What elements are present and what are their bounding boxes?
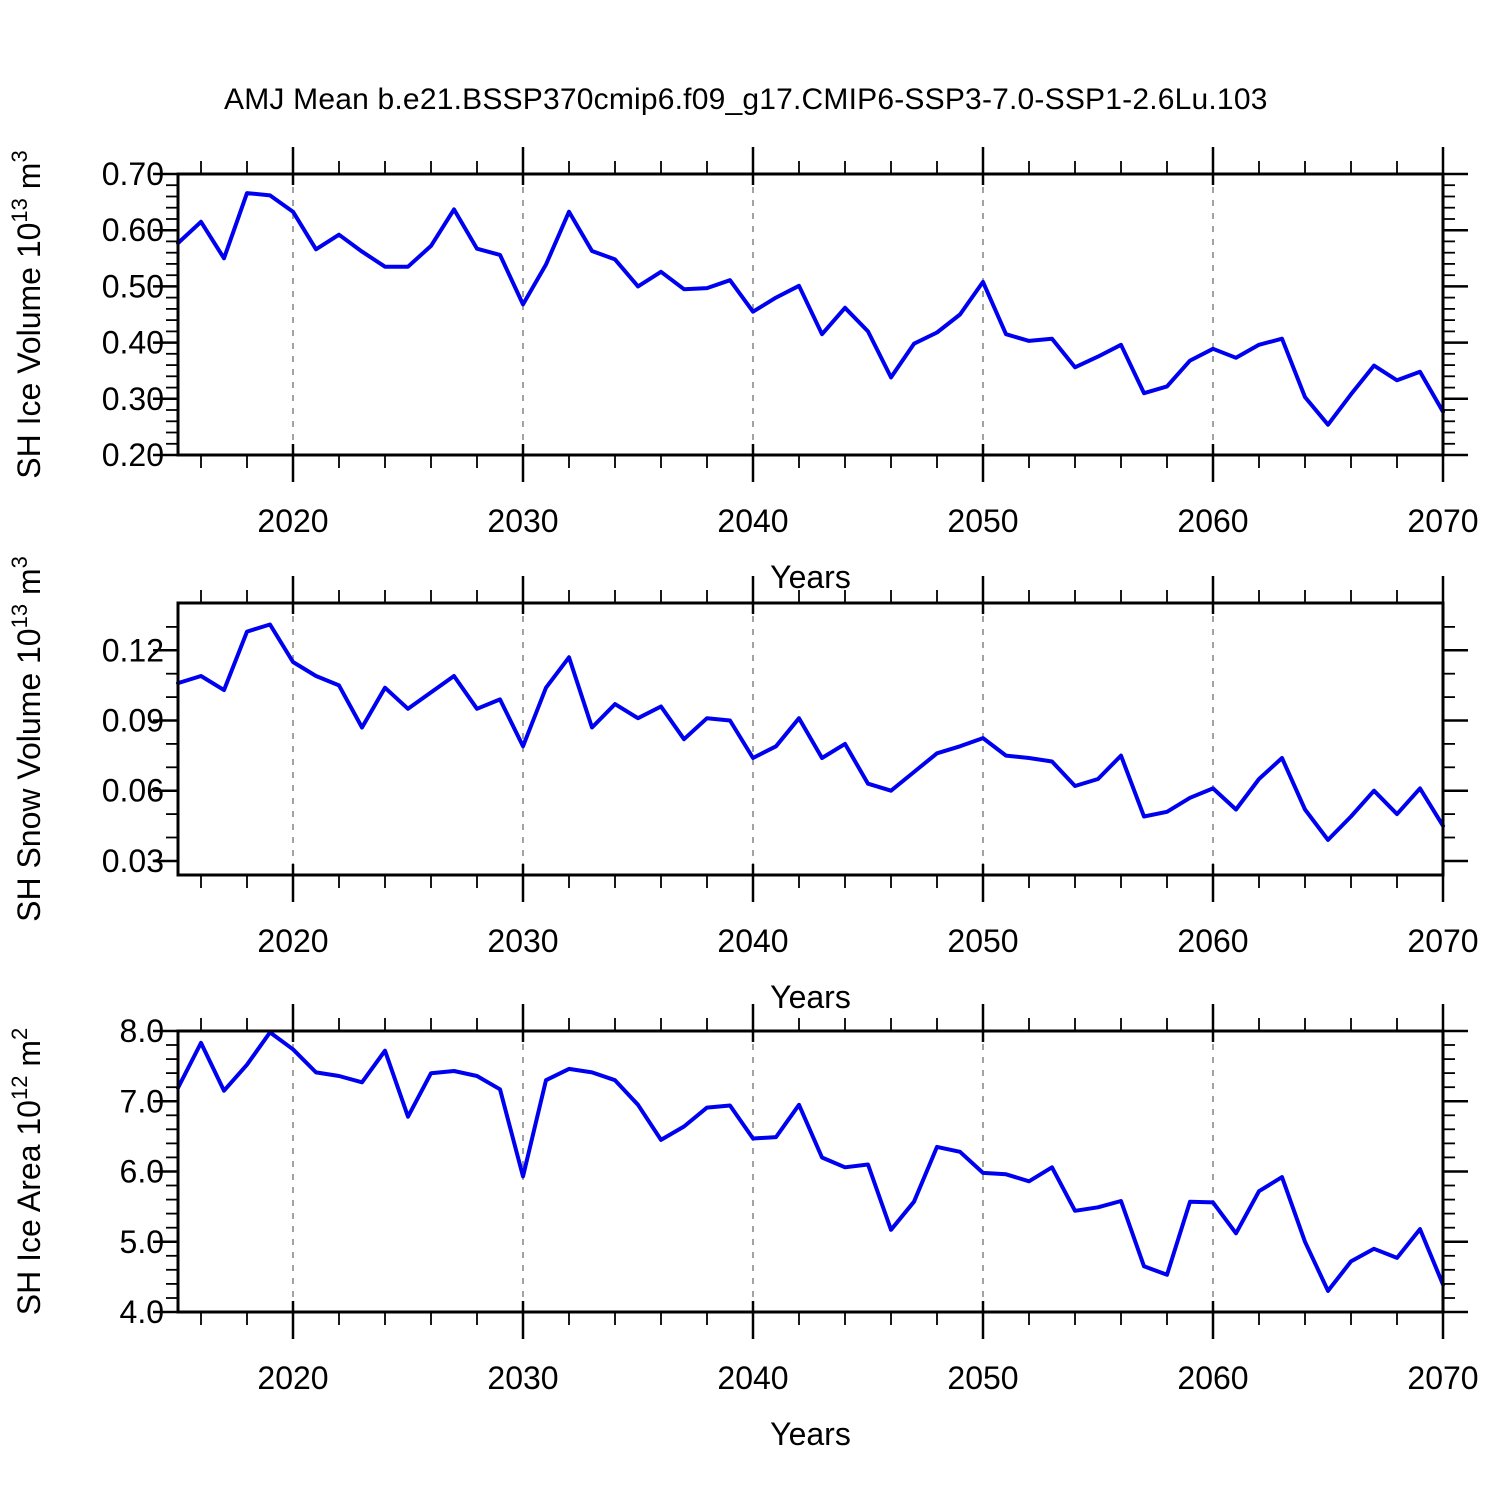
labels: 8.0 7.0 6.0 5.0 4.0 2020 2030 2040 2050 2060 2070 Y…: [7, 1013, 1479, 1452]
panel-sh-ice-area: 8.0 7.0 6.0 5.0 4.0 2020 2030 2040 2050 2060 2070 Y…: [7, 1004, 1479, 1452]
labels: 0.70 0.60 0.50 0.40 0.30 0.20 2020 2030 2040 2050…: [7, 150, 1479, 595]
y-tick-label: 0.12: [102, 632, 164, 668]
x-tick-label: 2050: [947, 503, 1018, 539]
y-tick-label: 0.30: [102, 381, 164, 417]
y-tick-label: 0.40: [102, 325, 164, 361]
y-tick-label: 4.0: [120, 1294, 164, 1330]
chart-title: AMJ Mean b.e21.BSSP370cmip6.f09_g17.CMIP…: [224, 83, 1268, 116]
x-tick-label: 2020: [257, 1360, 328, 1396]
x-tick-label: 2070: [1407, 1360, 1478, 1396]
y-tick-label: 0.09: [102, 703, 164, 739]
ticks: [153, 1004, 1468, 1339]
x-tick-label: 2040: [717, 503, 788, 539]
plot-frame: [176, 601, 1445, 877]
x-tick-label: 2020: [257, 923, 328, 959]
x-axis-title: Years: [770, 559, 851, 595]
x-tick-label: 2030: [487, 923, 558, 959]
y-tick-label: 0.03: [102, 843, 164, 879]
x-tick-label: 2030: [487, 503, 558, 539]
y-tick-label: 0.20: [102, 437, 164, 473]
x-tick-label: 2050: [947, 923, 1018, 959]
x-tick-label: 2020: [257, 503, 328, 539]
y-tick-label: 0.06: [102, 773, 164, 809]
y-tick-label: 5.0: [120, 1224, 164, 1260]
series-line-sh-ice-area: [176, 1030, 1445, 1293]
x-axis-title: Years: [770, 979, 851, 1015]
y-axis-title: SH Ice Volume 1013 m3: [7, 150, 47, 478]
y-tick-label: 0.70: [102, 156, 164, 192]
panel-sh-snow-volume: 0.12 0.09 0.06 0.03 2020 2030 2040 2050 2060 2070…: [7, 556, 1479, 1015]
y-axis-title: SH Ice Area 1012 m2: [7, 1028, 47, 1316]
plot-frame: [176, 172, 1445, 457]
x-tick-label: 2070: [1407, 923, 1478, 959]
series-line-sh-snow-volume: [176, 622, 1445, 842]
y-tick-label: 0.60: [102, 212, 164, 248]
x-tick-label: 2060: [1177, 1360, 1248, 1396]
x-tick-label: 2060: [1177, 923, 1248, 959]
x-tick-label: 2030: [487, 1360, 558, 1396]
y-tick-label: 6.0: [120, 1154, 164, 1190]
x-axis-title: Years: [770, 1416, 851, 1452]
y-tick-label: 0.50: [102, 268, 164, 304]
ticks: [153, 147, 1468, 482]
x-tick-label: 2050: [947, 1360, 1018, 1396]
labels: 0.12 0.09 0.06 0.03 2020 2030 2040 2050 2060 2070…: [7, 556, 1479, 1015]
x-tick-label: 2070: [1407, 503, 1478, 539]
y-axis-title: SH Snow Volume 1013 m3: [7, 556, 47, 922]
panel-sh-ice-volume: 0.70 0.60 0.50 0.40 0.30 0.20 2020 2030 2040 2050…: [7, 147, 1479, 595]
series-line-sh-ice-volume: [176, 191, 1445, 427]
x-tick-label: 2040: [717, 923, 788, 959]
y-tick-label: 8.0: [120, 1013, 164, 1049]
x-tick-label: 2060: [1177, 503, 1248, 539]
y-tick-label: 7.0: [120, 1083, 164, 1119]
x-tick-label: 2040: [717, 1360, 788, 1396]
ticks: [153, 576, 1468, 902]
